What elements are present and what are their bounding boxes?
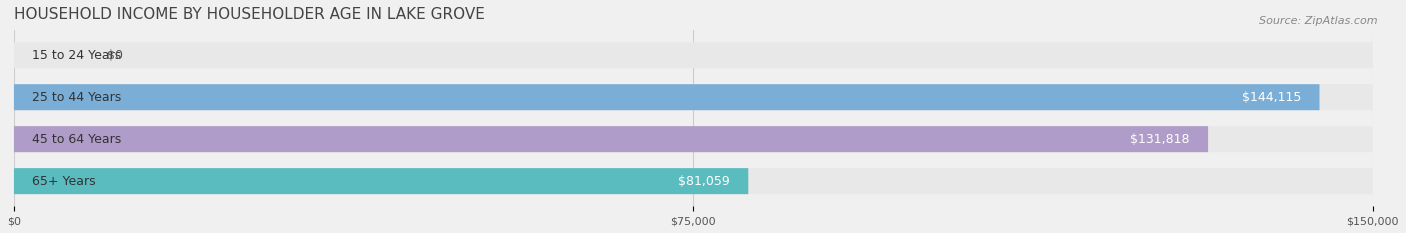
Text: 65+ Years: 65+ Years: [32, 175, 96, 188]
FancyBboxPatch shape: [14, 126, 1372, 152]
FancyBboxPatch shape: [14, 84, 1372, 110]
Text: $81,059: $81,059: [679, 175, 730, 188]
FancyBboxPatch shape: [14, 168, 1372, 194]
Text: 15 to 24 Years: 15 to 24 Years: [32, 49, 121, 62]
Text: $131,818: $131,818: [1130, 133, 1189, 146]
Text: $0: $0: [107, 49, 122, 62]
FancyBboxPatch shape: [14, 168, 748, 194]
Text: $144,115: $144,115: [1241, 91, 1302, 104]
FancyBboxPatch shape: [14, 126, 1208, 152]
FancyBboxPatch shape: [14, 42, 1372, 68]
Text: 45 to 64 Years: 45 to 64 Years: [32, 133, 121, 146]
Text: HOUSEHOLD INCOME BY HOUSEHOLDER AGE IN LAKE GROVE: HOUSEHOLD INCOME BY HOUSEHOLDER AGE IN L…: [14, 7, 485, 22]
FancyBboxPatch shape: [14, 84, 1319, 110]
Text: 25 to 44 Years: 25 to 44 Years: [32, 91, 121, 104]
Text: Source: ZipAtlas.com: Source: ZipAtlas.com: [1260, 16, 1378, 26]
